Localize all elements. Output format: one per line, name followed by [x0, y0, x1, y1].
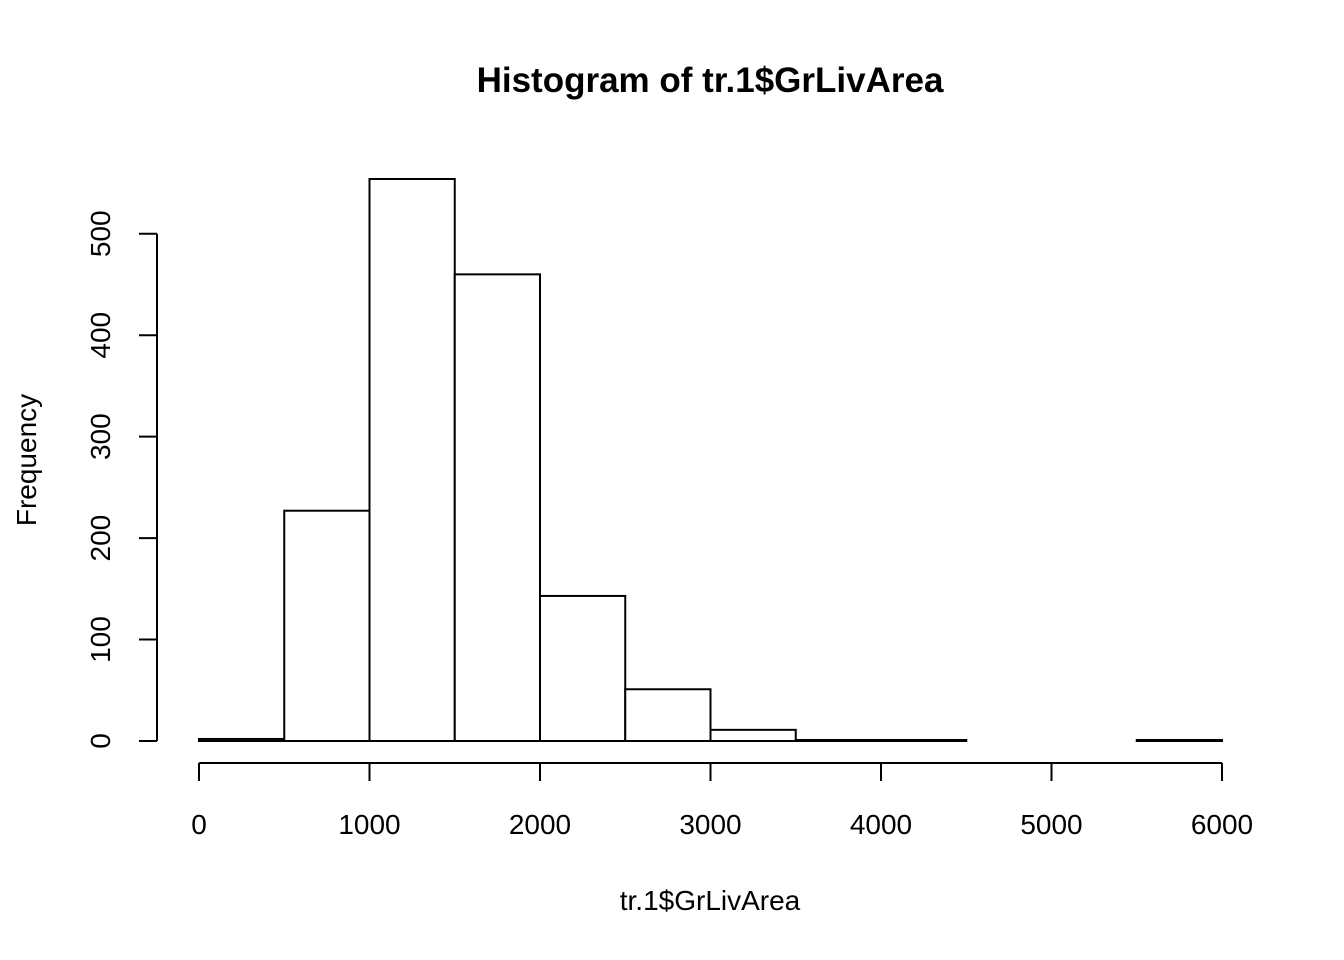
histogram-bar [624, 688, 712, 743]
y-tick-label: 500 [85, 210, 116, 257]
histogram-bar [880, 738, 968, 742]
x-tick-label: 1000 [338, 809, 400, 840]
histogram-bar [453, 273, 541, 742]
y-axis-label: Frequency [11, 394, 42, 526]
histogram-bar [794, 738, 882, 742]
y-tick-label: 100 [85, 616, 116, 663]
histogram-bar [283, 509, 371, 742]
x-tick-label: 6000 [1191, 809, 1253, 840]
y-axis: 0 100 200 300 400 500 [85, 210, 158, 749]
y-tick-label: 400 [85, 312, 116, 359]
x-axis: 0 1000 2000 3000 4000 5000 6000 [191, 762, 1253, 840]
x-tick-label: 4000 [850, 809, 912, 840]
histogram-bar [539, 594, 627, 742]
histogram-bar [198, 737, 286, 743]
x-axis-label: tr.1$GrLivArea [620, 885, 801, 916]
y-tick-label: 300 [85, 413, 116, 460]
histogram-bar [709, 728, 797, 742]
x-tick-label: 5000 [1020, 809, 1082, 840]
histogram-bar [368, 178, 456, 742]
y-tick-label: 0 [85, 733, 116, 749]
y-tick-label: 200 [85, 515, 116, 562]
x-tick-label: 3000 [679, 809, 741, 840]
x-tick-label: 0 [191, 809, 207, 840]
chart-title: Histogram of tr.1$GrLivArea [477, 61, 944, 100]
histogram-bar [1135, 738, 1223, 742]
x-tick-label: 2000 [509, 809, 571, 840]
histogram-bars [198, 178, 1223, 743]
